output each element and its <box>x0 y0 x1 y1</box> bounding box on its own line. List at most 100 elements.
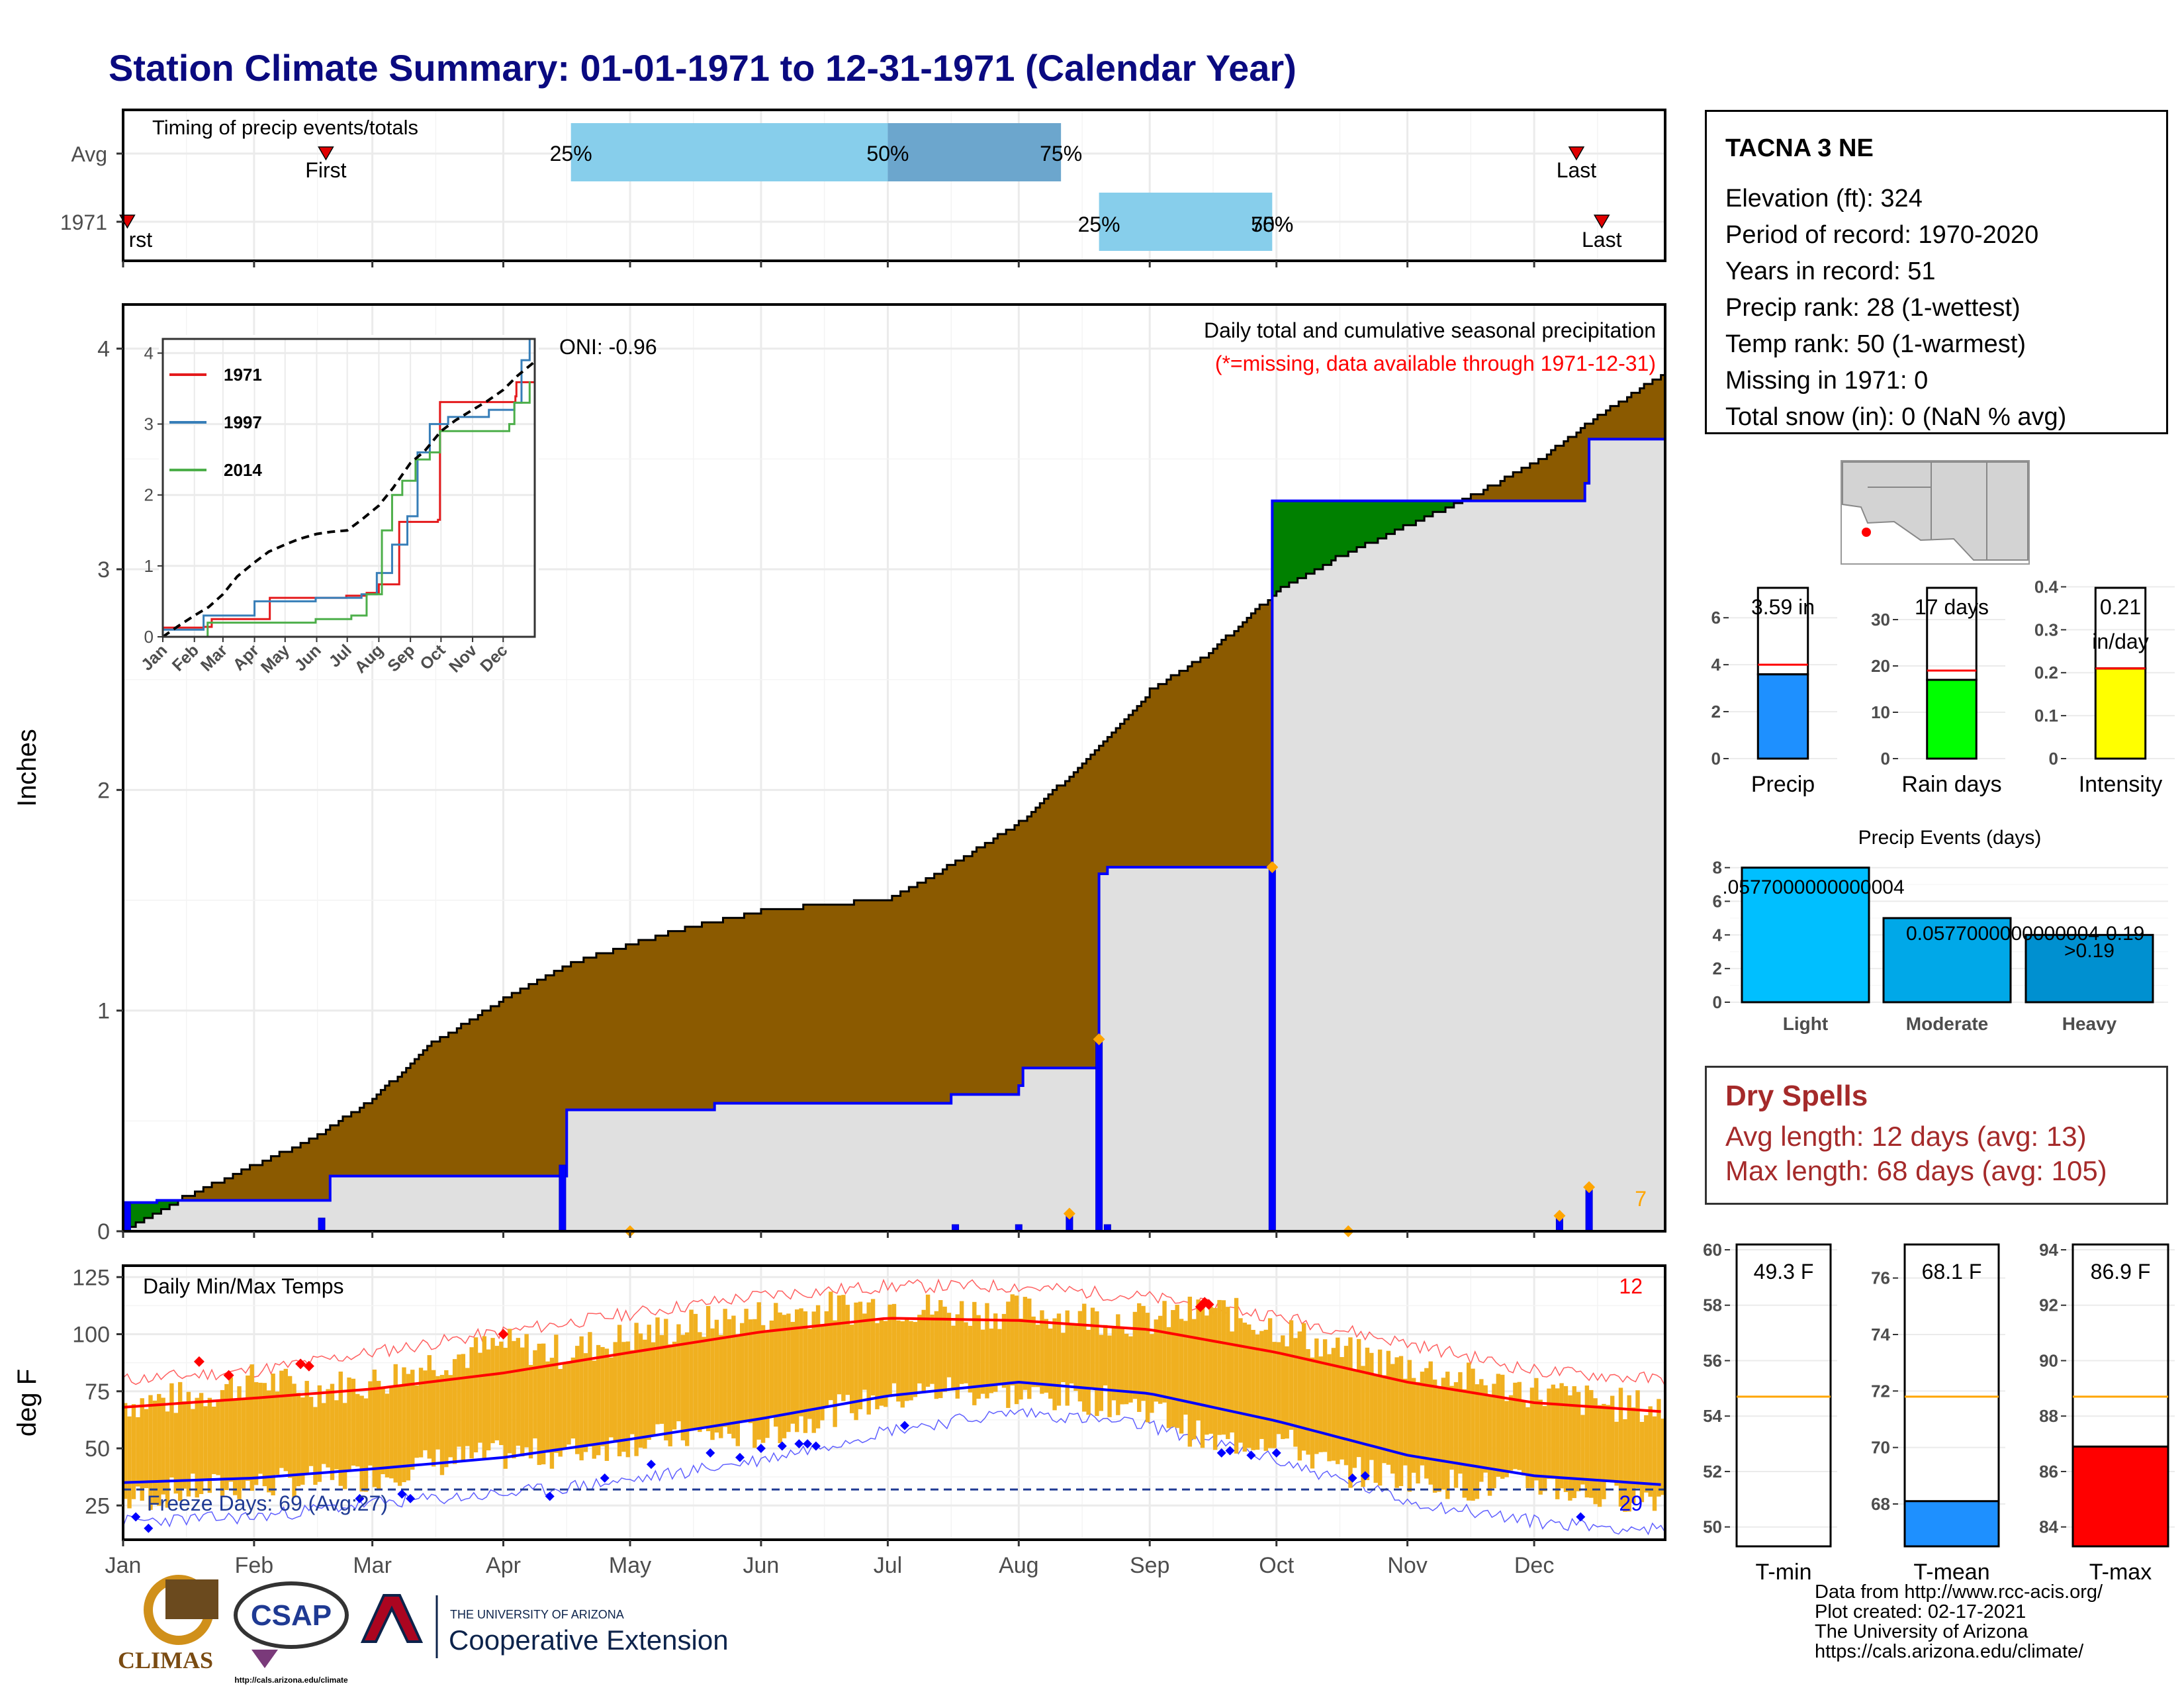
daily-temp-bar <box>351 1378 356 1466</box>
daily-temp-bar <box>461 1354 466 1462</box>
daily-temp-bar <box>1529 1387 1535 1488</box>
daily-temp-bar <box>304 1381 309 1474</box>
daily-temp-bar <box>246 1375 250 1481</box>
daily-temp-bar <box>1318 1356 1323 1452</box>
daily-temp-bar <box>1306 1349 1310 1455</box>
summary-t-min-value-label: 49.3 F <box>1754 1260 1814 1284</box>
daily-temp-bar <box>1056 1313 1062 1406</box>
record-low-marker <box>1225 1446 1235 1456</box>
record-low-marker <box>803 1439 813 1449</box>
daily-temp-bar <box>1508 1395 1514 1471</box>
daily-temp-bar <box>760 1325 766 1443</box>
daily-temp-bar <box>317 1385 322 1482</box>
daily-temp-bar <box>811 1311 816 1433</box>
station-precip-rank: Precip rank: 28 (1-wettest) <box>1725 294 2021 322</box>
daily-temp-bar <box>1584 1385 1590 1498</box>
daily-temp-bar <box>427 1355 432 1459</box>
daily-temp-bar <box>727 1319 732 1434</box>
daily-temp-bar <box>300 1397 305 1485</box>
daily-temp-bar <box>465 1368 470 1446</box>
record-low-marker <box>777 1441 787 1451</box>
daily-temp-bar <box>570 1357 576 1439</box>
summary-rain-days-ytick-label: 0 <box>1881 749 1890 769</box>
daily-temp-bar <box>1276 1342 1281 1434</box>
daily-temp-bar <box>452 1359 457 1464</box>
month-tick-label: Jul <box>874 1553 902 1578</box>
daily-temp-bar <box>596 1344 601 1456</box>
daily-temp-bar <box>575 1346 580 1454</box>
daily-temp-bar <box>287 1376 293 1478</box>
daily-temp-bar <box>1281 1335 1285 1439</box>
daily-temp-bar <box>1192 1319 1197 1440</box>
temp-normal-min-line <box>122 1380 1661 1486</box>
record-low-marker <box>705 1448 715 1458</box>
summary-precip-ytick-label: 6 <box>1711 608 1721 628</box>
daily-temp-bar <box>765 1331 770 1438</box>
daily-temp-bar <box>968 1325 973 1393</box>
daily-temp-bar <box>1077 1311 1083 1402</box>
summary-precip-frame <box>1756 586 1809 676</box>
timing-year-p25-label: 25% <box>1078 212 1120 236</box>
ua-logo-line2: Cooperative Extension <box>449 1624 729 1656</box>
daily-temp-bar <box>849 1325 854 1413</box>
daily-temp-bar <box>1179 1319 1184 1434</box>
temp-record-min-line <box>122 1407 1666 1536</box>
precip-cumulative-line <box>123 438 1665 1204</box>
daily-temp-bar <box>1357 1338 1361 1458</box>
summary-t-min-ytick-label: 56 <box>1703 1350 1722 1370</box>
freeze-days-label: Freeze Days: 69 (Avg:27) <box>147 1491 388 1515</box>
daily-temp-bar <box>714 1319 719 1433</box>
daily-temp-bar <box>524 1334 529 1448</box>
daily-temp-bar <box>368 1381 373 1466</box>
month-tick-label: Dec <box>1514 1553 1554 1578</box>
temp-ytick-label: 75 <box>85 1380 110 1405</box>
daily-temp-bar <box>1652 1416 1657 1511</box>
daily-temp-bar <box>1331 1348 1336 1461</box>
summary-t-min-background <box>1730 1250 1837 1546</box>
daily-temp-bar <box>613 1342 617 1443</box>
daily-temp-bar <box>1644 1415 1649 1493</box>
daily-temp-bar <box>516 1338 521 1446</box>
daily-temp-bar <box>744 1309 749 1421</box>
daily-temp-bar <box>1048 1328 1053 1399</box>
daily-temp-bar <box>1462 1389 1467 1498</box>
daily-temp-bar <box>1500 1374 1505 1479</box>
daily-temp-bar <box>494 1346 500 1440</box>
dry-spells-avg: Avg length: 12 days (avg: 13) <box>1725 1121 2087 1152</box>
daily-temp-bar <box>338 1371 343 1486</box>
daily-temp-bar <box>917 1315 922 1383</box>
inset-legend-label: 2014 <box>224 460 262 480</box>
daily-temp-bar <box>418 1368 424 1458</box>
daily-temp-bar <box>1420 1372 1425 1466</box>
daily-precip-bar <box>1585 1186 1593 1232</box>
daily-temp-bar <box>668 1344 672 1446</box>
summary-precip-name-label: Precip <box>1751 772 1815 797</box>
month-tick-label: Apr <box>486 1553 521 1578</box>
daily-temp-bar <box>1107 1335 1112 1417</box>
daily-temp-bar <box>1449 1385 1454 1470</box>
daily-temp-bar <box>1019 1318 1023 1400</box>
daily-temp-bar <box>199 1393 204 1494</box>
daily-precip-bar <box>123 1202 131 1232</box>
daily-temp-bar <box>1386 1350 1391 1465</box>
summary-precip-ytick-label: 2 <box>1711 702 1721 722</box>
summary-t-max-ytick-label: 92 <box>2039 1295 2058 1315</box>
daily-temp-bar <box>900 1321 905 1408</box>
daily-temp-bar <box>1635 1390 1640 1489</box>
daily-temp-bar <box>1369 1352 1374 1460</box>
daily-temp-bar <box>588 1332 592 1447</box>
daily-temp-bar <box>1302 1323 1306 1451</box>
daily-temp-bar <box>1623 1419 1627 1512</box>
daily-temp-bar <box>457 1354 461 1447</box>
daily-temp-bar <box>144 1409 149 1489</box>
daily-temp-bar <box>942 1306 947 1392</box>
daily-temp-bar <box>1521 1400 1526 1476</box>
daily-temp-bar <box>723 1309 727 1427</box>
daily-temp-bar <box>1479 1379 1484 1482</box>
daily-temp-bar <box>308 1397 314 1466</box>
timing-year-first-label: rst <box>129 228 153 252</box>
daily-temp-bar <box>1111 1328 1116 1401</box>
daily-temp-bar <box>870 1299 876 1396</box>
temp-title: Daily Min/Max Temps <box>143 1274 343 1298</box>
daily-temp-bar <box>165 1411 170 1508</box>
